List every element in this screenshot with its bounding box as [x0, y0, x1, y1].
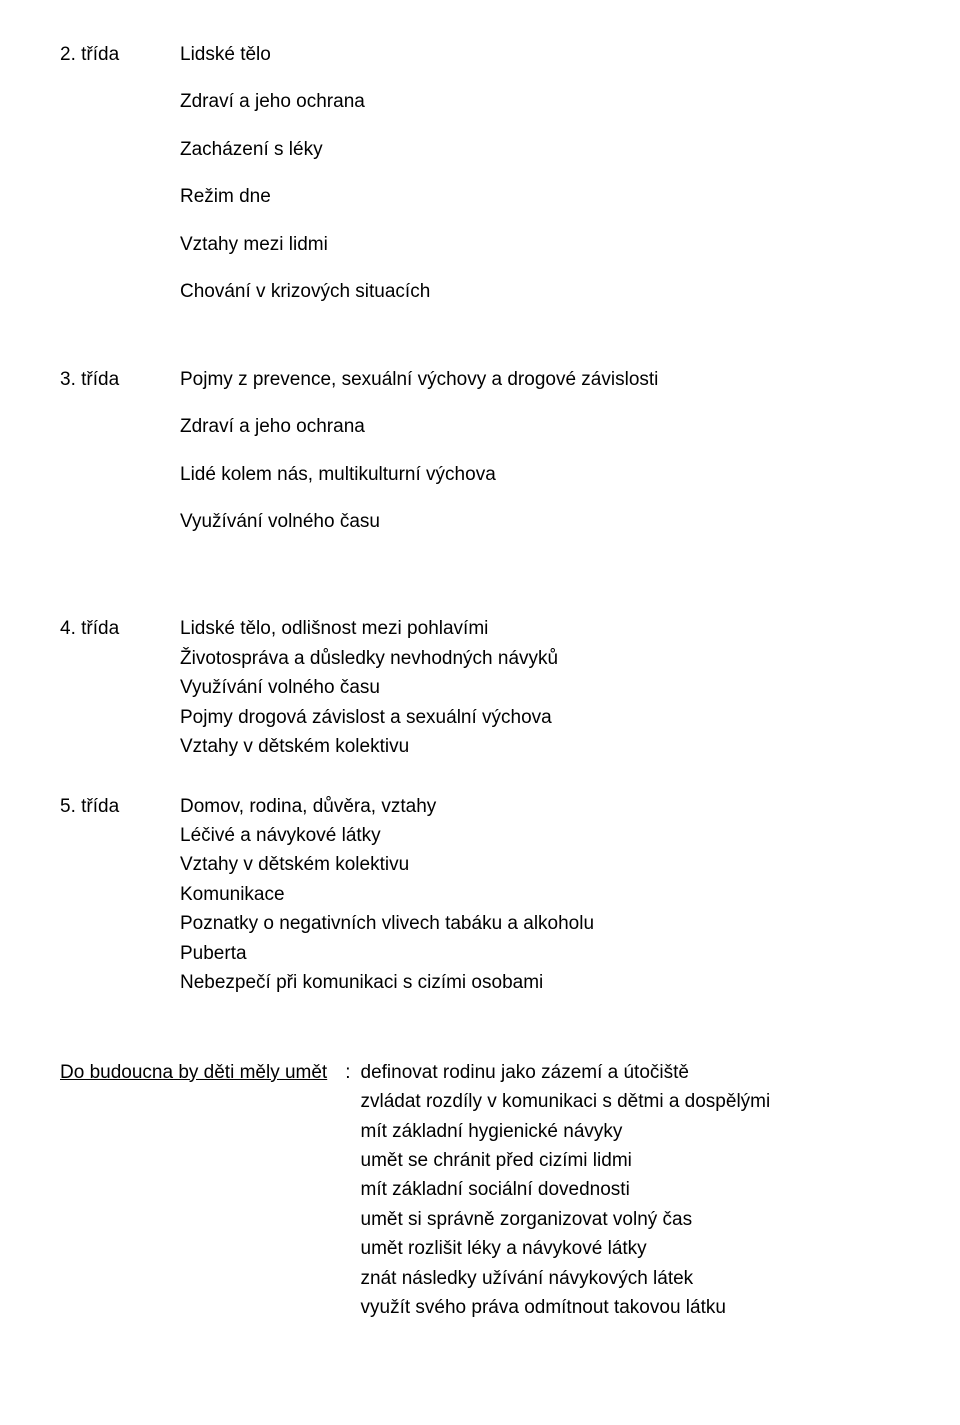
section-2-trida: 2. třída Lidské tělo Zdraví a jeho ochra… — [60, 40, 920, 325]
list-item: Zdraví a jeho ochrana — [180, 87, 920, 116]
list-item: Využívání volného času — [180, 673, 920, 702]
list-item: Nebezpečí při komunikaci s cizími osobam… — [180, 968, 920, 997]
list-item: Poznatky o negativních vlivech tabáku a … — [180, 909, 920, 938]
future-label: Do budoucna by děti měly umět — [60, 1058, 327, 1087]
section-3-trida: 3. třída Pojmy z prevence, sexuální vých… — [60, 365, 920, 555]
list-item: Zacházení s léky — [180, 135, 920, 164]
list-item: Lidé kolem nás, multikulturní výchova — [180, 460, 920, 489]
list-item: mít základní hygienické návyky — [361, 1117, 771, 1146]
list-item: Zdraví a jeho ochrana — [180, 412, 920, 441]
list-item: Vztahy v dětském kolektivu — [180, 732, 920, 761]
section-items: Pojmy z prevence, sexuální výchovy a dro… — [180, 365, 920, 555]
list-item: Lidské tělo — [180, 40, 920, 69]
section-5-trida: 5. třída Domov, rodina, důvěra, vztahy L… — [60, 792, 920, 998]
list-item: Komunikace — [180, 880, 920, 909]
list-item: Lidské tělo, odlišnost mezi pohlavími — [180, 614, 920, 643]
list-item: Využívání volného času — [180, 507, 920, 536]
list-item: Domov, rodina, důvěra, vztahy — [180, 792, 920, 821]
section-label: 2. třída — [60, 40, 180, 69]
section-4-trida: 4. třída Lidské tělo, odlišnost mezi poh… — [60, 614, 920, 761]
list-item: Vztahy mezi lidmi — [180, 230, 920, 259]
list-item: Chování v krizových situacích — [180, 277, 920, 306]
future-section: Do budoucna by děti měly umět : definova… — [60, 1058, 920, 1323]
list-item: Vztahy v dětském kolektivu — [180, 850, 920, 879]
list-item: Pojmy z prevence, sexuální výchovy a dro… — [180, 365, 920, 394]
section-label: 5. třída — [60, 792, 180, 821]
list-item: Léčivé a návykové látky — [180, 821, 920, 850]
list-item: Režim dne — [180, 182, 920, 211]
list-item: zvládat rozdíly v komunikaci s dětmi a d… — [361, 1087, 771, 1116]
list-item: umět si správně zorganizovat volný čas — [361, 1205, 771, 1234]
list-item: umět se chránit před cizími lidmi — [361, 1146, 771, 1175]
section-items: Lidské tělo, odlišnost mezi pohlavími Ži… — [180, 614, 920, 761]
list-item: umět rozlišit léky a návykové látky — [361, 1234, 771, 1263]
section-label: 3. třída — [60, 365, 180, 394]
list-item: mít základní sociální dovednosti — [361, 1175, 771, 1204]
list-item: Životospráva a důsledky nevhodných návyk… — [180, 644, 920, 673]
list-item: definovat rodinu jako zázemí a útočiště — [361, 1058, 771, 1087]
section-items: Domov, rodina, důvěra, vztahy Léčivé a n… — [180, 792, 920, 998]
section-items: Lidské tělo Zdraví a jeho ochrana Zacház… — [180, 40, 920, 325]
list-item: využít svého práva odmítnout takovou lát… — [361, 1293, 771, 1322]
future-items: definovat rodinu jako zázemí a útočiště … — [361, 1058, 771, 1323]
colon-separator: : — [327, 1058, 360, 1087]
list-item: Puberta — [180, 939, 920, 968]
section-label: 4. třída — [60, 614, 180, 643]
list-item: Pojmy drogová závislost a sexuální výcho… — [180, 703, 920, 732]
list-item: znát následky užívání návykových látek — [361, 1264, 771, 1293]
